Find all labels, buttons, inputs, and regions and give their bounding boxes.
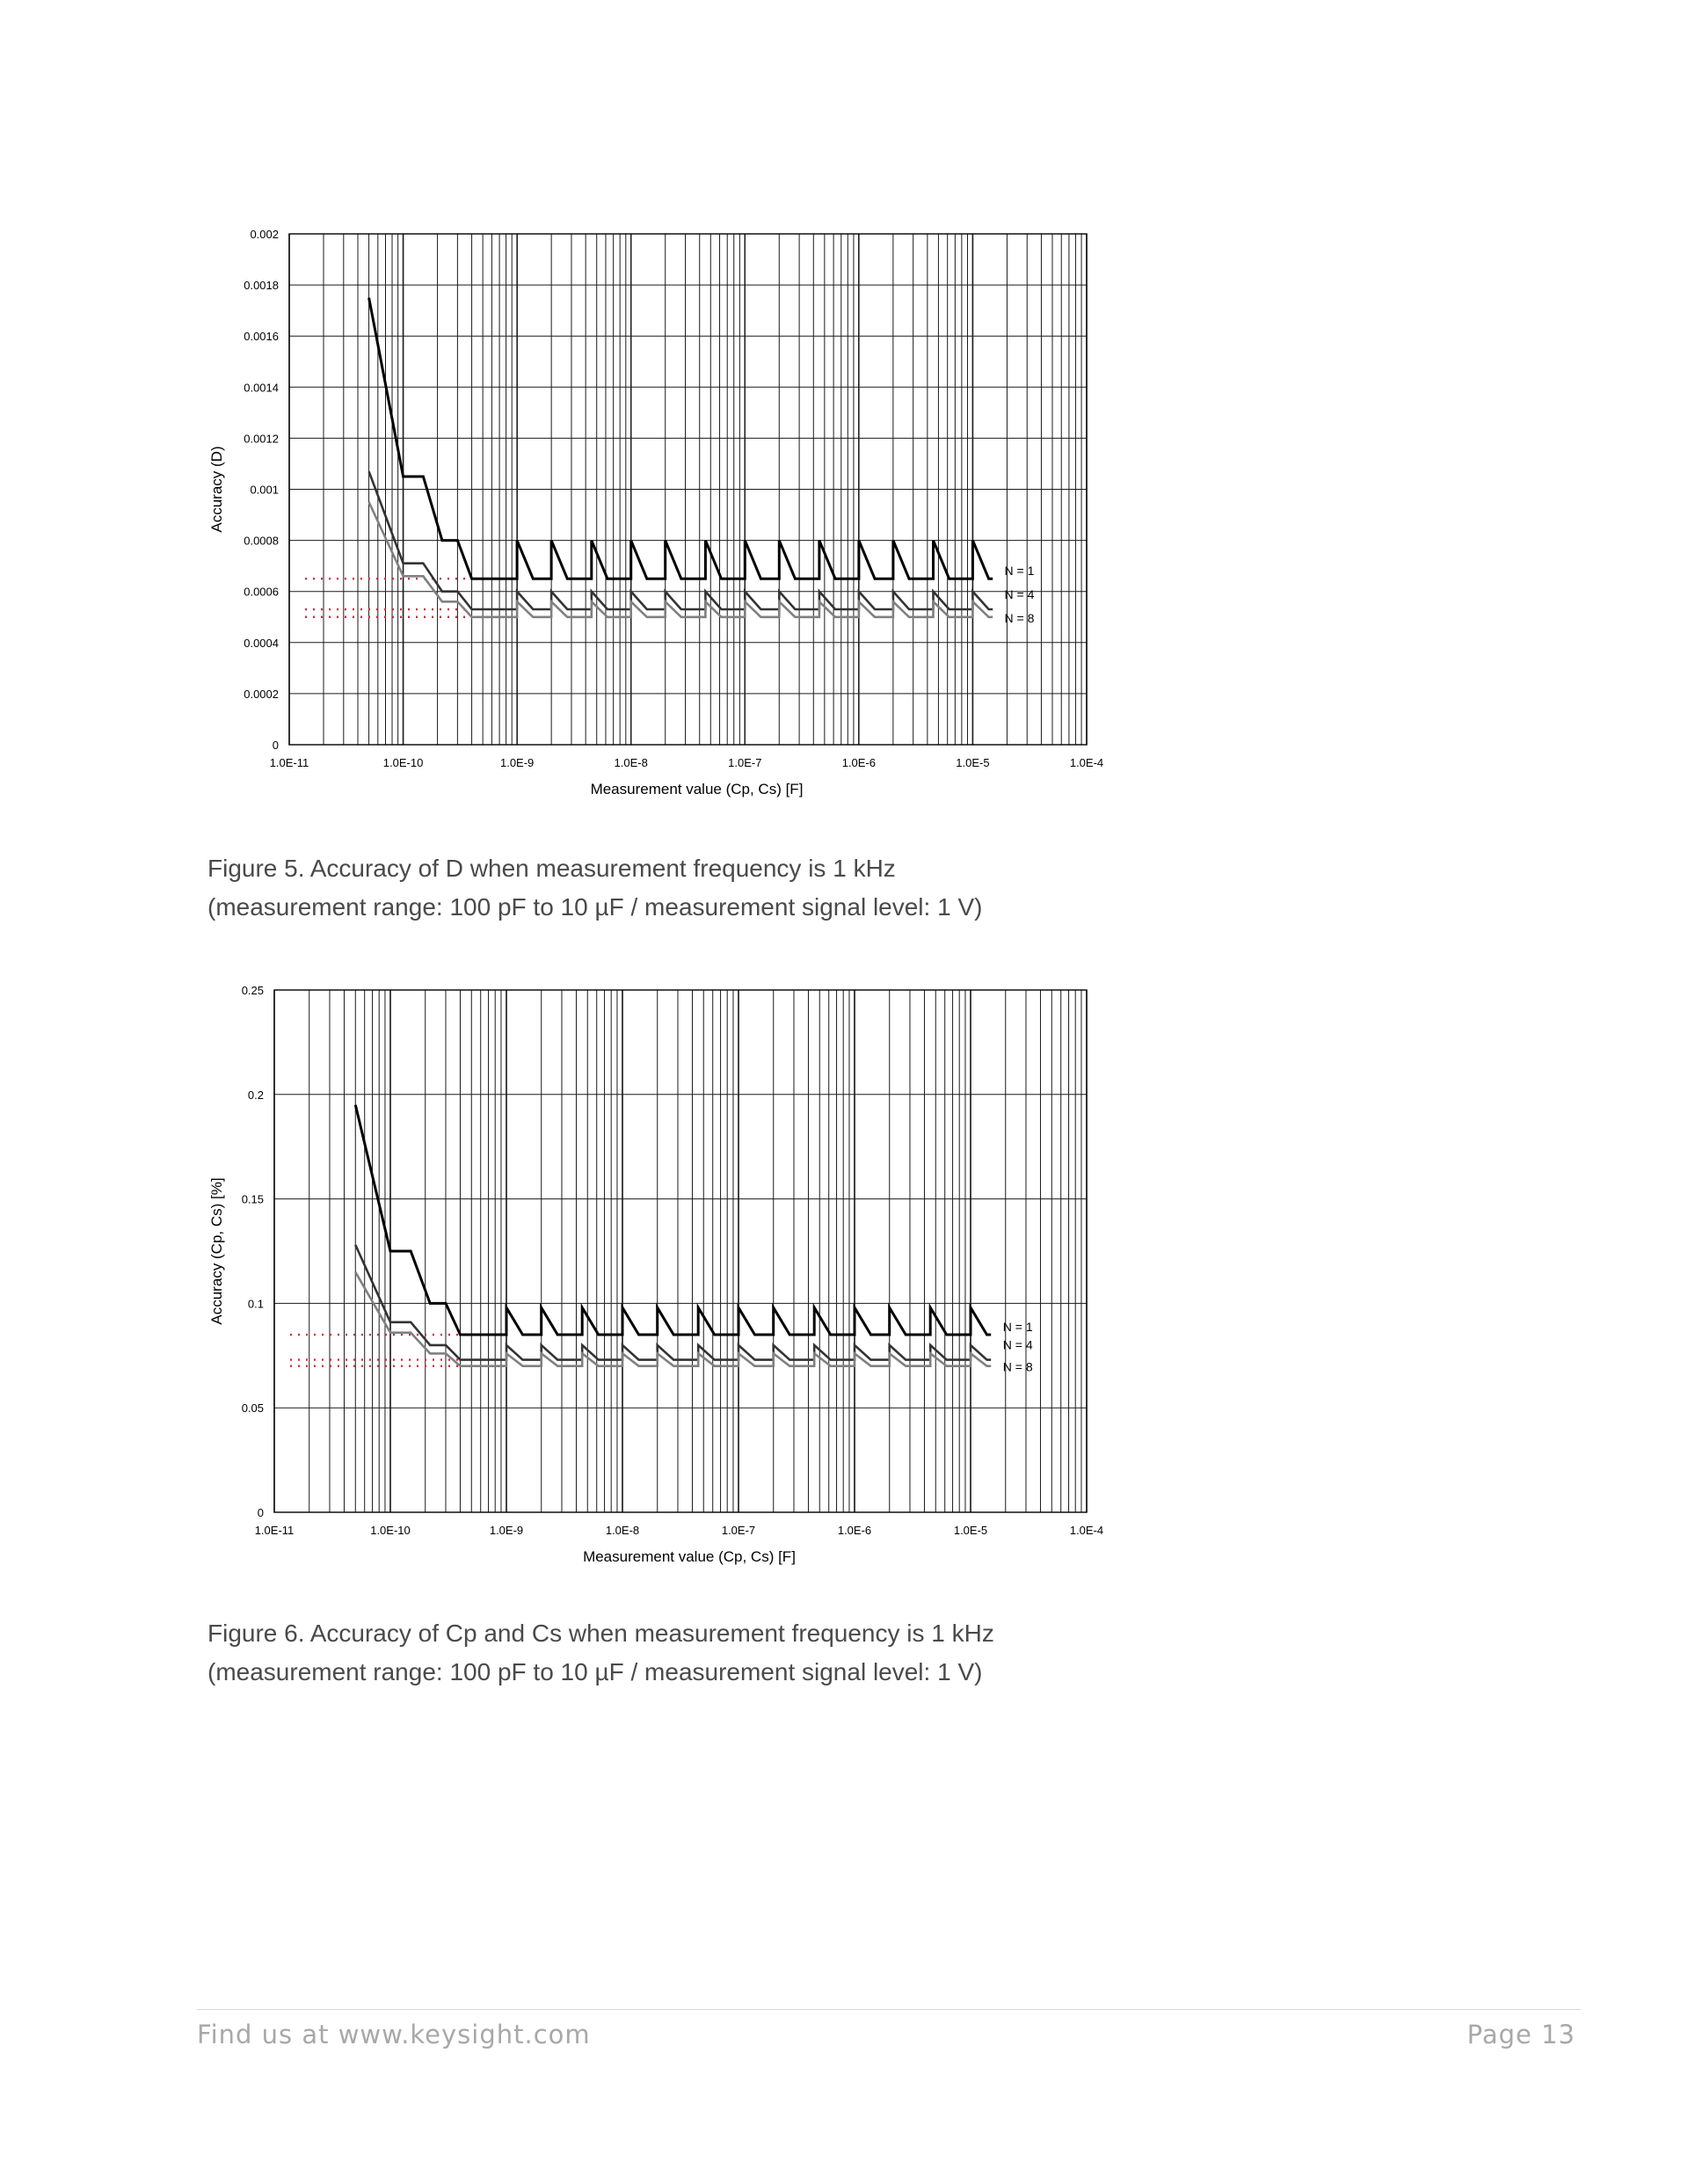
figure-5-chart: 0 0.0002 0.0004 0.0006 0.0008 0.001 0.0012 0.00… [208,228,1103,797]
y-tick-label: 0 [258,1506,264,1519]
series-line-1 [367,297,993,580]
legend-label: N = 1 [1003,1320,1033,1334]
plot-frame [288,233,1088,746]
figure-5-caption-line1: Figure 5. Accuracy of D when measurement… [207,855,896,882]
series-line-3 [367,501,993,619]
grid-lines [288,233,1088,746]
plot-frame [273,989,1088,1513]
figure-6-caption: Figure 6. Accuracy of Cp and Cs when mea… [207,1614,994,1692]
x-tick-label: 1.0E-11 [270,756,309,769]
series-line-2 [354,1244,992,1361]
x-tick-label: 1.0E-8 [606,1524,639,1537]
y-tick-label: 0.15 [242,1193,264,1206]
figure-6-chart: 0 0.05 0.1 0.15 0.2 0.25 1.0E-11 1.0E-10 1.0E-9 1… [208,984,1103,1565]
y-tick-label: 0.0004 [244,637,279,650]
x-tick-label: 1.0E-6 [842,756,876,769]
y-tick-label: 0.0002 [244,688,279,701]
legend-label: N = 4 [1003,1338,1033,1352]
x-tick-label: 1.0E-4 [1070,756,1103,769]
x-tick-label: 1.0E-7 [722,1524,755,1537]
legend-label: N = 4 [1005,587,1035,601]
x-axis-label: Measurement value (Cp, Cs) [F] [591,781,804,797]
y-tick-label: 0.0006 [244,586,279,599]
series-line-1 [353,1104,992,1336]
legend-label: N = 8 [1003,1360,1033,1374]
y-tick-label: 0.05 [242,1401,264,1415]
y-tick-label: 0.0018 [244,279,279,292]
x-tick-label: 1.0E-5 [954,1524,987,1537]
x-tick-label: 1.0E-9 [500,756,534,769]
x-tick-label: 1.0E-4 [1070,1524,1103,1537]
x-tick-label: 1.0E-6 [838,1524,871,1537]
footer-website-text: Find us at www.keysight.com [197,2020,591,2049]
figure-5-caption: Figure 5. Accuracy of D when measurement… [207,849,982,927]
series-line-3 [354,1271,992,1367]
x-tick-label: 1.0E-10 [383,756,424,769]
footer-divider [197,2009,1581,2010]
y-axis-label: Accuracy (D) [208,446,225,532]
legend-label: N = 1 [1005,564,1035,578]
y-tick-label: 0 [273,739,279,752]
y-axis-label: Accuracy (Cp, Cs) [%] [208,1177,225,1324]
series-line-2 [367,470,993,611]
y-tick-label: 0.0014 [244,381,279,394]
x-tick-label: 1.0E-5 [956,756,989,769]
y-tick-label: 0.2 [248,1088,264,1102]
y-tick-label: 0.002 [250,228,279,241]
y-tick-label: 0.1 [248,1297,264,1310]
x-tick-label: 1.0E-10 [370,1524,411,1537]
figure-5-caption-line2: (measurement range: 100 pF to 10 µF / me… [207,893,983,921]
x-tick-label: 1.0E-9 [490,1524,523,1537]
footer-page-number: Page 13 [1466,2020,1575,2049]
x-tick-label: 1.0E-7 [728,756,761,769]
x-tick-label: 1.0E-8 [615,756,648,769]
figure-6-caption-line2: (measurement range: 100 pF to 10 µF / me… [207,1658,983,1685]
x-axis-label: Measurement value (Cp, Cs) [F] [583,1548,796,1565]
y-tick-label: 0.0008 [244,535,279,548]
y-tick-label: 0.001 [250,484,279,497]
x-tick-label: 1.0E-11 [255,1524,295,1537]
figure-6-caption-line1: Figure 6. Accuracy of Cp and Cs when mea… [207,1620,994,1647]
y-tick-label: 0.25 [242,984,264,997]
legend-label: N = 8 [1005,611,1035,625]
y-tick-label: 0.0016 [244,330,279,343]
y-tick-label: 0.0012 [244,432,279,445]
